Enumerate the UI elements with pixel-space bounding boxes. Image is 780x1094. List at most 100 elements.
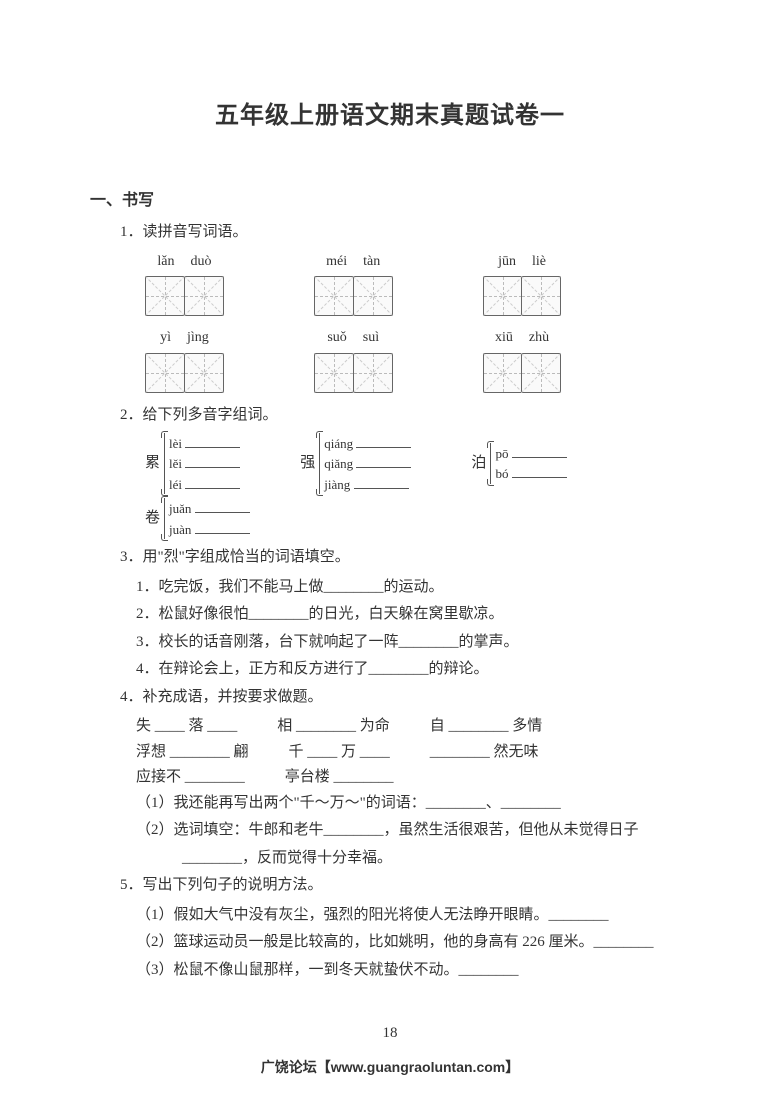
tian-box[interactable] xyxy=(314,353,354,393)
poly-char: 泊 xyxy=(471,451,486,477)
brace: qiáng qiǎng jiàng xyxy=(319,433,411,495)
q2-row2: 卷 juǎn juàn xyxy=(145,498,690,539)
question-1: 1．读拼音写词语。 xyxy=(120,220,690,246)
blank[interactable] xyxy=(356,453,411,468)
q4-row: 应接不 ________ 亭台楼 ________ xyxy=(136,765,690,791)
idiom: ________ 然无味 xyxy=(430,740,539,766)
blank[interactable] xyxy=(195,519,250,534)
reading: qiáng xyxy=(324,436,353,451)
idiom: 亭台楼 ________ xyxy=(285,765,394,791)
pinyin-pair: xiūzhù xyxy=(483,326,562,393)
q3-item: 3．校长的话音刚落，台下就响起了一阵________的掌声。 xyxy=(136,630,690,656)
reading: pō xyxy=(495,446,508,461)
q3-item: 1．吃完饭，我们不能马上做________的运动。 xyxy=(136,575,690,601)
idiom: 失 ____ 落 ____ xyxy=(136,714,237,740)
q4-sub1: （1）我还能再写出两个"千～万～"的词语：________、________ xyxy=(136,791,690,817)
reading: juàn xyxy=(169,522,191,537)
pinyin: suǒ xyxy=(327,326,346,350)
pinyin-pair: lǎnduò xyxy=(145,250,224,317)
q3-item: 4．在辩论会上，正方和反方进行了________的辩论。 xyxy=(136,657,690,683)
tian-box[interactable] xyxy=(353,353,393,393)
reading: juǎn xyxy=(169,501,191,516)
q1-row2: yìjìng suǒ suì xiūzhù xyxy=(145,326,690,393)
q1-row1: lǎnduò méitàn jūn liè xyxy=(145,250,690,317)
poly-group: 强 qiáng qiǎng jiàng xyxy=(300,433,411,495)
blank[interactable] xyxy=(185,453,240,468)
pinyin: lǎn xyxy=(157,250,174,274)
q5-num: 5． xyxy=(120,877,143,893)
q5-text: 写出下列句子的说明方法。 xyxy=(143,877,323,893)
footer: 广饶论坛【www.guangraoluntan.com】 xyxy=(0,1056,780,1080)
q5-item: （3）松鼠不像山鼠那样，一到冬天就蛰伏不动。________ xyxy=(136,958,690,984)
blank[interactable] xyxy=(356,433,411,448)
pinyin: liè xyxy=(532,250,546,274)
footer-url[interactable]: www.guangraoluntan.com xyxy=(331,1059,506,1075)
pinyin: jūn xyxy=(498,250,516,274)
q1-text: 读拼音写词语。 xyxy=(143,224,248,240)
pinyin-pair: suǒ suì xyxy=(314,326,393,393)
reading: qiǎng xyxy=(324,456,353,471)
q4-text: 补充成语，并按要求做题。 xyxy=(143,689,323,705)
blank[interactable] xyxy=(512,463,567,478)
blank[interactable] xyxy=(185,433,240,448)
reading: lèi xyxy=(169,436,182,451)
reading: léi xyxy=(169,477,182,492)
section-heading: 一、书写 xyxy=(90,187,690,214)
pinyin: jìng xyxy=(187,326,209,350)
idiom: 浮想 ________ 翩 xyxy=(136,740,249,766)
q4-row: 浮想 ________ 翩 千 ____ 万 ____ ________ 然无味 xyxy=(136,740,690,766)
tian-box[interactable] xyxy=(145,353,185,393)
pinyin: duò xyxy=(190,250,211,274)
q4-num: 4． xyxy=(120,689,143,705)
q2-num: 2． xyxy=(120,407,143,423)
reading: jiàng xyxy=(324,477,350,492)
tian-box[interactable] xyxy=(184,353,224,393)
page-title: 五年级上册语文期末真题试卷一 xyxy=(90,96,690,137)
q3-text: 用"烈"字组成恰当的词语填空。 xyxy=(143,549,350,565)
tian-box[interactable] xyxy=(521,276,561,316)
q4-row: 失 ____ 落 ____ 相 ________ 为命 自 ________ 多… xyxy=(136,714,690,740)
q5-item: （2）篮球运动员一般是比较高的，比如姚明，他的身高有 226 厘米。______… xyxy=(136,930,690,956)
idiom: 应接不 ________ xyxy=(136,765,245,791)
tian-box[interactable] xyxy=(521,353,561,393)
q4-sub2a: （2）选词填空：牛郎和老牛________，虽然生活很艰苦，但他从未觉得日子 xyxy=(136,818,690,844)
brace: lèi lěi léi xyxy=(164,433,240,495)
pinyin-pair: yìjìng xyxy=(145,326,224,393)
poly-char: 卷 xyxy=(145,506,160,532)
pinyin: yì xyxy=(160,326,171,350)
q2-text: 给下列多音字组词。 xyxy=(143,407,278,423)
reading: lěi xyxy=(169,456,182,471)
poly-group: 泊 pō bó xyxy=(471,443,566,484)
pinyin: tàn xyxy=(363,250,380,274)
poly-group: 卷 juǎn juàn xyxy=(145,498,250,539)
idiom: 自 ________ 多情 xyxy=(430,714,543,740)
q3-item: 2．松鼠好像很怕________的日光，白天躲在窝里歇凉。 xyxy=(136,602,690,628)
poly-char: 累 xyxy=(145,451,160,477)
pinyin-pair: jūn liè xyxy=(483,250,562,317)
question-2: 2．给下列多音字组词。 xyxy=(120,403,690,429)
tian-box[interactable] xyxy=(145,276,185,316)
tian-box[interactable] xyxy=(483,353,523,393)
page-number: 18 xyxy=(0,1021,780,1047)
tian-box[interactable] xyxy=(483,276,523,316)
brace: pō bó xyxy=(490,443,566,484)
pinyin: suì xyxy=(363,326,379,350)
q1-num: 1． xyxy=(120,224,143,240)
footer-site: 广饶论坛 xyxy=(261,1059,317,1075)
tian-box[interactable] xyxy=(314,276,354,316)
pinyin: xiū xyxy=(495,326,513,350)
blank[interactable] xyxy=(354,474,409,489)
pinyin: méi xyxy=(326,250,347,274)
question-4: 4．补充成语，并按要求做题。 xyxy=(120,685,690,711)
tian-box[interactable] xyxy=(184,276,224,316)
brace: juǎn juàn xyxy=(164,498,250,539)
reading: bó xyxy=(495,466,508,481)
blank[interactable] xyxy=(512,443,567,458)
tian-box[interactable] xyxy=(353,276,393,316)
blank[interactable] xyxy=(195,498,250,513)
q5-item: （1）假如大气中没有灰尘，强烈的阳光将使人无法睁开眼睛。________ xyxy=(136,903,690,929)
question-3: 3．用"烈"字组成恰当的词语填空。 xyxy=(120,545,690,571)
poly-group: 累 lèi lěi léi xyxy=(145,433,240,495)
blank[interactable] xyxy=(185,474,240,489)
pinyin: zhù xyxy=(529,326,549,350)
